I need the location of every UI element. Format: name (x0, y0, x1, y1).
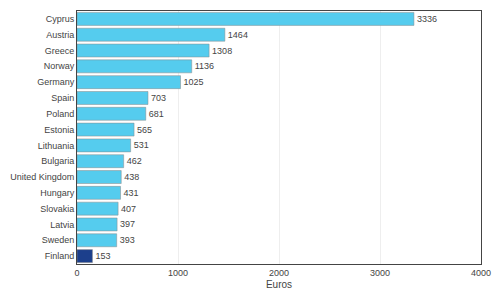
svg-text:431: 431 (124, 188, 139, 198)
svg-text:Euros: Euros (266, 279, 292, 290)
svg-text:Estonia: Estonia (44, 125, 74, 135)
svg-text:Bulgaria: Bulgaria (41, 156, 74, 166)
svg-text:4000: 4000 (471, 268, 491, 278)
svg-text:Poland: Poland (46, 109, 74, 119)
svg-text:407: 407 (121, 204, 136, 214)
svg-text:703: 703 (151, 93, 166, 103)
svg-text:Austria: Austria (46, 30, 74, 40)
svg-text:Lithuania: Lithuania (38, 141, 75, 151)
svg-text:Spain: Spain (51, 93, 74, 103)
svg-text:565: 565 (137, 125, 152, 135)
svg-text:397: 397 (120, 219, 135, 229)
svg-text:3000: 3000 (370, 268, 390, 278)
svg-text:Germany: Germany (37, 77, 75, 87)
svg-text:0: 0 (74, 268, 79, 278)
svg-text:Sweden: Sweden (42, 235, 75, 245)
svg-text:Norway: Norway (44, 61, 75, 71)
svg-text:462: 462 (127, 156, 142, 166)
svg-text:1308: 1308 (212, 46, 232, 56)
svg-text:3336: 3336 (417, 14, 437, 24)
svg-text:2000: 2000 (269, 268, 289, 278)
svg-text:153: 153 (95, 251, 110, 261)
svg-text:Hungary: Hungary (40, 188, 75, 198)
svg-text:681: 681 (149, 109, 164, 119)
svg-text:Finland: Finland (45, 251, 75, 261)
svg-text:Greece: Greece (45, 46, 75, 56)
svg-text:Latvia: Latvia (50, 220, 74, 230)
svg-text:1000: 1000 (168, 268, 188, 278)
svg-text:393: 393 (120, 235, 135, 245)
svg-text:United Kingdom: United Kingdom (10, 172, 74, 182)
svg-text:1464: 1464 (228, 30, 248, 40)
svg-text:Cyprus: Cyprus (46, 14, 75, 24)
svg-text:Slovakia: Slovakia (40, 204, 74, 214)
svg-text:438: 438 (124, 172, 139, 182)
svg-text:1025: 1025 (184, 77, 204, 87)
svg-text:531: 531 (134, 140, 149, 150)
svg-text:1136: 1136 (195, 61, 214, 71)
